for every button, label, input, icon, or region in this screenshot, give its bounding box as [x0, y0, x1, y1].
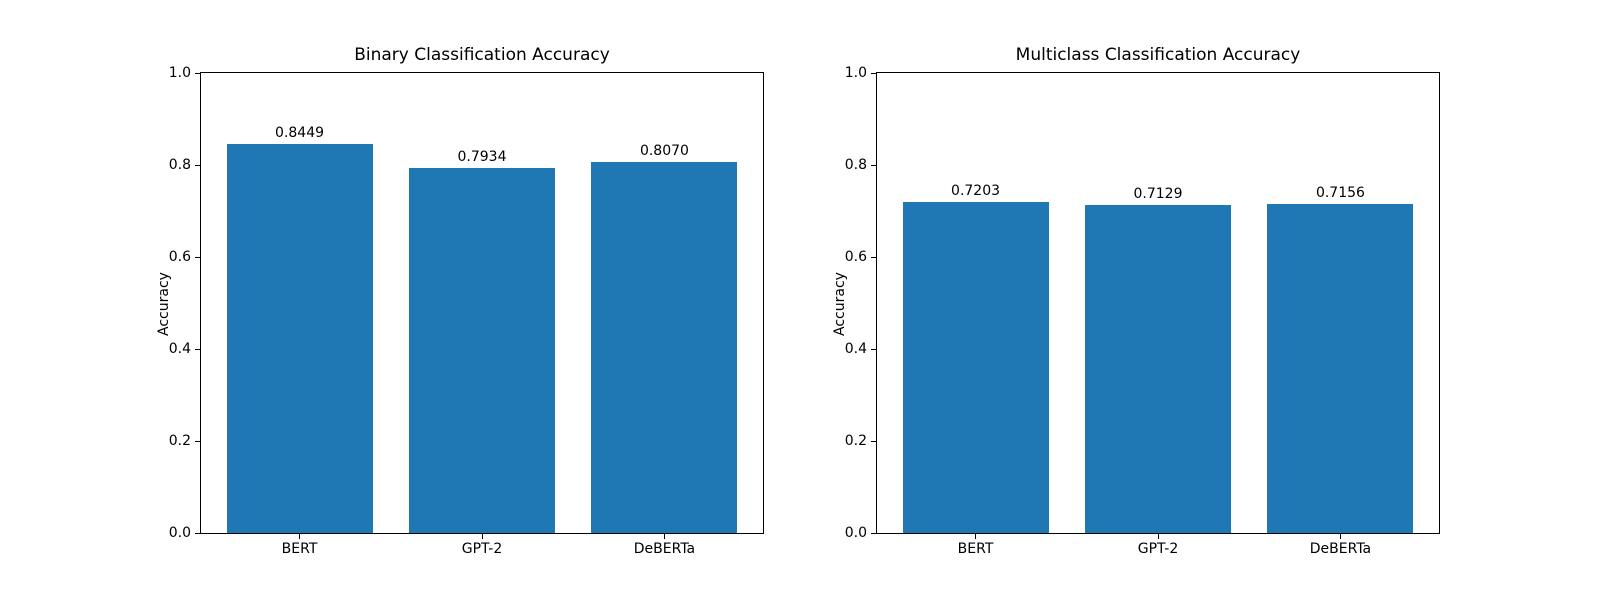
bar-value-label: 0.7203: [951, 182, 1001, 199]
y-tick-label: 0.8: [168, 157, 191, 173]
bar-value-label: 0.8070: [639, 142, 689, 159]
y-tick-label: 0.8: [844, 157, 867, 173]
plot-area: Accuracy 0.0 0.2 0.4 0.6 0.8 1.0 0.7203 BERT 0.7…: [832, 65, 1440, 557]
bar-gpt-2: [409, 168, 555, 533]
y-tick-label: 0.0: [168, 525, 191, 541]
y-tick-mark: [871, 532, 876, 534]
bar-value-label: 0.7129: [1133, 186, 1183, 203]
y-tick-mark: [871, 348, 876, 350]
bar-value-label: 0.7156: [1315, 184, 1365, 201]
plot-area: Accuracy 0.0 0.2 0.4 0.6 0.8 1.0 0.8449 BERT 0.7…: [156, 65, 764, 557]
x-tick-label: GPT-2: [1137, 541, 1179, 557]
y-tick-mark: [195, 348, 200, 350]
y-axis-label: Accuracy: [832, 272, 848, 336]
y-tick-mark: [195, 256, 200, 258]
y-tick-mark: [195, 164, 200, 166]
y-tick-label: 0.2: [844, 433, 867, 449]
x-tick-mark: [663, 534, 665, 539]
x-tick-label: BERT: [957, 541, 994, 557]
bar-bert: [902, 201, 1049, 533]
y-tick-label: 0.4: [844, 341, 867, 357]
binary-accuracy-chart: Binary Classification Accuracy Accuracy …: [156, 0, 764, 600]
y-tick-mark: [195, 72, 200, 74]
y-tick-label: 0.6: [168, 249, 191, 265]
y-axis-label: Accuracy: [156, 272, 172, 336]
chart-title: Multiclass Classification Accuracy: [1015, 45, 1301, 65]
bar-gpt-2: [1085, 205, 1231, 533]
y-tick-label: 0.2: [168, 433, 191, 449]
x-tick-mark: [1157, 534, 1159, 539]
y-tick-mark: [871, 440, 876, 442]
x-tick-mark: [299, 534, 301, 539]
y-tick-mark: [195, 440, 200, 442]
x-tick-label: DeBERTa: [633, 541, 696, 557]
y-tick-label: 0.0: [844, 525, 867, 541]
y-tick-mark: [195, 532, 200, 534]
bar-deberta: [1267, 203, 1414, 533]
x-tick-label: GPT-2: [461, 541, 503, 557]
y-tick-mark: [871, 72, 876, 74]
bar-value-label: 0.7934: [457, 149, 507, 166]
y-tick-mark: [871, 256, 876, 258]
multiclass-accuracy-chart: Multiclass Classification Accuracy Accur…: [832, 0, 1440, 600]
x-tick-mark: [1339, 534, 1341, 539]
x-tick-label: BERT: [281, 541, 318, 557]
chart-title: Binary Classification Accuracy: [354, 45, 610, 65]
y-tick-label: 1.0: [844, 65, 867, 81]
y-tick-label: 0.6: [844, 249, 867, 265]
x-tick-mark: [975, 534, 977, 539]
y-tick-label: 1.0: [168, 65, 191, 81]
y-tick-label: 0.4: [168, 341, 191, 357]
x-tick-mark: [481, 534, 483, 539]
x-tick-label: DeBERTa: [1309, 541, 1372, 557]
bar-bert: [226, 144, 373, 533]
bar-deberta: [591, 161, 738, 533]
y-tick-mark: [871, 164, 876, 166]
bar-value-label: 0.8449: [275, 125, 325, 142]
